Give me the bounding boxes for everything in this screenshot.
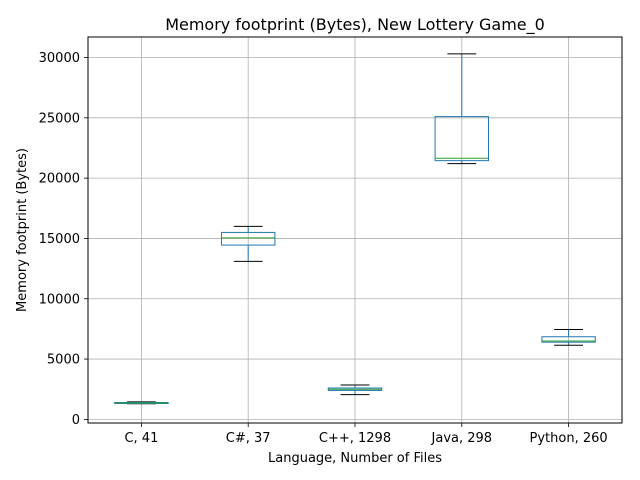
box-5 [541,329,596,346]
box-series [114,53,596,405]
iqr-box [434,116,490,162]
y-tick-label: 25000 [39,111,80,126]
x-axis-ticks: C, 41 C#, 37 C++, 1298 Java, 298 Python, 260 [124,423,608,446]
y-tick-label: 0 [72,413,80,428]
y-tick-label: 5000 [47,353,80,368]
iqr-box [541,336,596,343]
box-2 [221,225,276,262]
y-tick-label: 10000 [39,292,80,307]
box-3 [327,384,383,396]
plot-frame [87,36,623,424]
box-1 [114,401,169,405]
y-axis-title: Memory footprint (Bytes) [15,148,30,312]
y-tick-label: 30000 [39,51,80,66]
x-tick-label: C, 41 [124,431,158,446]
x-tick-label: C#, 37 [226,431,271,446]
y-tick-label: 20000 [39,172,80,187]
iqr-box [221,231,276,246]
y-axis-ticks: 0 5000 10000 15000 20000 25000 30000 [39,51,88,428]
x-tick-label: C++, 1298 [319,431,391,446]
x-tick-label: Python, 260 [530,431,608,446]
box-4 [434,53,490,165]
x-tick-label: Java, 298 [431,431,493,446]
x-axis-title: Language, Number of Files [268,451,442,466]
chart-title: Memory footprint (Bytes), New Lottery Ga… [165,15,545,35]
y-tick-label: 15000 [39,232,80,247]
